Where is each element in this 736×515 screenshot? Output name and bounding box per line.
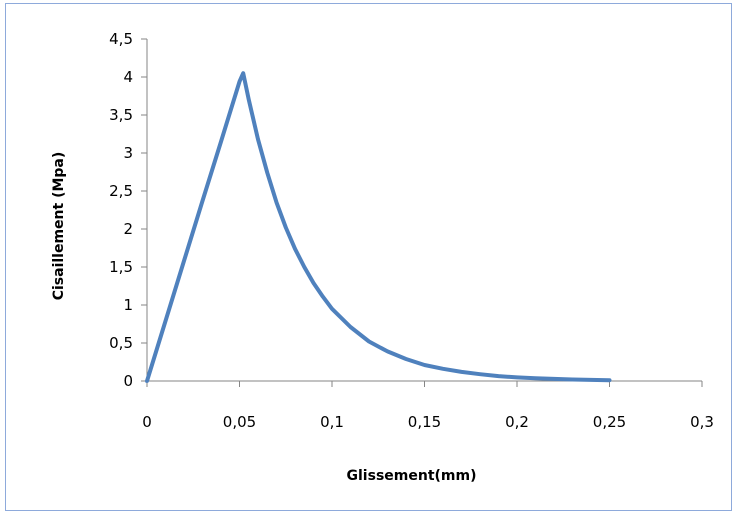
x-axis-title: Glissement(mm) bbox=[347, 468, 477, 484]
x-tick-label: 0,3 bbox=[690, 413, 714, 431]
line-chart: 0 0,5 1 1,5 2 2,5 3 3,5 4 4,5 0 0,05 0,1 0,15 0,2 0,25… bbox=[51, 30, 714, 484]
y-tick-label: 4,5 bbox=[109, 30, 133, 48]
y-axis-ticks: 0 0,5 1 1,5 2 2,5 3 3,5 4 4,5 bbox=[109, 30, 147, 390]
y-axis-title: Cisaillement (Mpa) bbox=[51, 152, 67, 301]
chart-area: 0 0,5 1 1,5 2 2,5 3 3,5 4 4,5 0 0,05 0,1 0,15 0,2 0,25… bbox=[5, 3, 732, 511]
y-tick-label: 0 bbox=[123, 372, 133, 390]
x-tick-label: 0,2 bbox=[505, 413, 529, 431]
y-tick-label: 3,5 bbox=[109, 106, 133, 124]
y-tick-label: 3 bbox=[123, 144, 133, 162]
y-tick-label: 1,5 bbox=[109, 258, 133, 276]
series-line bbox=[145, 71, 612, 383]
y-tick-label: 2 bbox=[123, 220, 133, 238]
y-tick-label: 4 bbox=[123, 68, 133, 86]
x-tick-label: 0,1 bbox=[320, 413, 344, 431]
y-tick-label: 2,5 bbox=[109, 182, 133, 200]
axes bbox=[146, 39, 702, 382]
x-tick-label: 0 bbox=[142, 413, 152, 431]
y-tick-label: 0,5 bbox=[109, 334, 133, 352]
x-tick-label: 0,15 bbox=[408, 413, 441, 431]
x-axis-ticks: 0 0,05 0,1 0,15 0,2 0,25 0,3 bbox=[142, 381, 714, 431]
x-tick-label: 0,05 bbox=[223, 413, 256, 431]
y-tick-label: 1 bbox=[123, 296, 133, 314]
x-tick-label: 0,25 bbox=[593, 413, 626, 431]
